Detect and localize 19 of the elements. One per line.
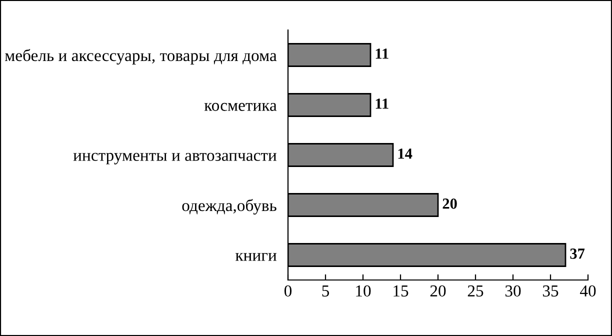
data-label: 37 [570, 248, 585, 259]
x-tick-label: 30 [505, 285, 521, 297]
x-tick-label: 20 [430, 285, 446, 297]
data-label: 11 [376, 48, 388, 59]
y-tick-label: косметика [204, 102, 277, 111]
x-tick-label: 40 [580, 285, 596, 297]
data-label: 14 [398, 148, 412, 159]
x-tick-label: 35 [542, 285, 558, 297]
y-tick-label: мебель и аксессуары, товары для дома [4, 49, 277, 65]
x-tick-label: 0 [284, 285, 292, 297]
y-tick-label: инструменты и автозапчасти [73, 152, 276, 164]
x-tick-label: 15 [394, 285, 408, 297]
data-label: 11 [376, 98, 388, 109]
data-label: 20 [442, 198, 457, 209]
x-tick-label: 10 [356, 285, 371, 297]
y-tick-label: одежда,обувь [182, 199, 276, 215]
y-tick-label: книги [236, 253, 276, 261]
x-tick-label: 25 [468, 285, 484, 297]
x-tick-label: 5 [322, 286, 330, 297]
